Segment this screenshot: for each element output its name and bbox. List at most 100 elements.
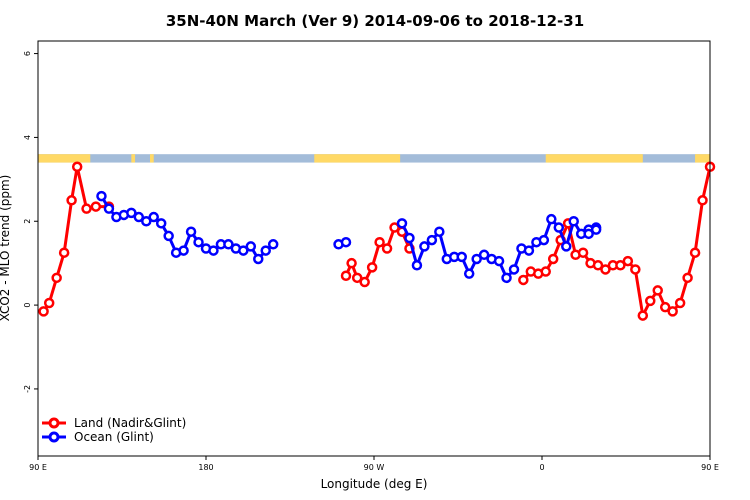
data-point-land xyxy=(667,306,678,317)
land-ocean-strip xyxy=(38,154,710,163)
data-point-land xyxy=(659,301,671,313)
data-point-land xyxy=(71,161,83,173)
legend-marker-land xyxy=(48,417,60,429)
land-strip-segment xyxy=(695,154,710,163)
data-point-ocean xyxy=(583,228,594,240)
data-point-ocean xyxy=(568,216,579,227)
legend-label-ocean: Ocean (Glint) xyxy=(74,430,154,444)
data-point-ocean xyxy=(340,236,352,248)
series-ocean xyxy=(96,190,602,284)
data-point-ocean xyxy=(148,211,159,223)
data-point-ocean xyxy=(253,253,264,265)
data-point-ocean xyxy=(404,232,415,244)
data-point-ocean xyxy=(501,272,512,284)
data-point-ocean xyxy=(141,216,152,227)
data-point-land xyxy=(374,236,385,248)
data-point-land xyxy=(51,272,62,284)
x-axis-ticks: 90 E 180 90 W 0 90 E xyxy=(29,456,719,472)
x-axis-label: Longitude (deg E) xyxy=(321,477,428,491)
data-point-land xyxy=(90,201,102,212)
land-strip-segment xyxy=(150,154,154,163)
y-tick-label: 0 xyxy=(23,303,32,308)
data-point-land xyxy=(547,253,559,265)
data-point-land xyxy=(58,247,70,258)
data-point-ocean xyxy=(553,222,565,233)
data-point-ocean xyxy=(185,226,197,237)
data-point-ocean xyxy=(103,203,115,214)
data-point-ocean xyxy=(508,264,520,275)
data-point-ocean xyxy=(260,245,271,256)
data-point-ocean xyxy=(208,245,219,256)
data-point-ocean xyxy=(126,207,137,219)
data-point-ocean xyxy=(493,255,505,267)
land-strip-segment xyxy=(131,154,136,163)
x-tick-label: 90 E xyxy=(29,463,47,472)
data-point-ocean xyxy=(426,234,438,246)
data-point-ocean xyxy=(411,260,423,271)
data-point-ocean xyxy=(223,239,234,250)
data-point-land xyxy=(346,257,357,269)
y-axis-label: XCO2 - MLO trend (ppm) xyxy=(0,175,12,322)
data-point-land xyxy=(381,243,393,254)
data-point-ocean xyxy=(590,224,602,235)
data-point-ocean xyxy=(133,211,145,223)
y-tick-label: 2 xyxy=(23,219,32,224)
data-point-land xyxy=(389,222,400,233)
land-strip-segment xyxy=(545,154,643,163)
data-point-ocean xyxy=(546,213,557,225)
data-point-land xyxy=(674,297,686,309)
y-tick-label: 4 xyxy=(23,135,32,140)
data-point-ocean xyxy=(471,253,482,265)
data-point-ocean xyxy=(238,245,249,256)
data-point-land xyxy=(366,262,378,273)
y-axis-ticks: -2 0 2 4 6 xyxy=(23,51,38,393)
data-point-land xyxy=(518,274,529,286)
data-point-land xyxy=(359,276,370,288)
data-point-ocean xyxy=(456,251,467,263)
data-point-land xyxy=(592,260,604,271)
land-strip-segment xyxy=(314,154,401,163)
data-point-land xyxy=(351,272,363,284)
data-point-land xyxy=(81,203,92,214)
data-point-land xyxy=(600,264,611,275)
data-point-ocean xyxy=(434,226,445,237)
data-point-land xyxy=(637,310,649,321)
series-line-land xyxy=(42,165,109,313)
series-layer xyxy=(38,161,716,321)
legend-label-land: Land (Nadir&Glint) xyxy=(74,416,186,430)
data-point-ocean xyxy=(178,245,189,256)
x-tick-label: 90 E xyxy=(701,463,719,472)
data-point-land xyxy=(38,306,49,317)
series-land xyxy=(38,161,716,321)
data-point-land xyxy=(652,285,663,296)
data-point-land xyxy=(66,195,77,206)
data-point-ocean xyxy=(538,234,550,246)
data-point-ocean xyxy=(193,236,204,248)
data-point-ocean xyxy=(419,241,430,252)
data-point-land xyxy=(697,195,708,206)
data-point-land xyxy=(615,260,626,271)
x-tick-label: 180 xyxy=(198,463,213,472)
y-tick-label: 6 xyxy=(23,51,32,56)
data-point-ocean xyxy=(561,241,572,252)
data-point-land xyxy=(577,247,589,258)
plot-frame xyxy=(37,40,711,457)
data-point-land xyxy=(630,264,641,275)
data-point-ocean xyxy=(245,241,257,252)
data-point-ocean xyxy=(463,268,475,279)
data-point-ocean xyxy=(523,245,535,256)
data-point-land xyxy=(622,255,634,267)
x-tick-label: 0 xyxy=(539,463,544,472)
data-point-ocean xyxy=(155,218,167,229)
y-tick-label: -2 xyxy=(23,385,32,393)
data-point-ocean xyxy=(478,249,490,261)
series-line-land xyxy=(522,166,712,318)
data-point-land xyxy=(340,270,352,281)
data-point-land xyxy=(43,297,55,309)
data-point-land xyxy=(682,272,693,284)
data-point-ocean xyxy=(163,230,174,242)
legend: Land (Nadir&Glint) Ocean (Glint) xyxy=(42,416,186,444)
data-point-ocean xyxy=(96,190,107,202)
data-point-land xyxy=(645,295,656,307)
